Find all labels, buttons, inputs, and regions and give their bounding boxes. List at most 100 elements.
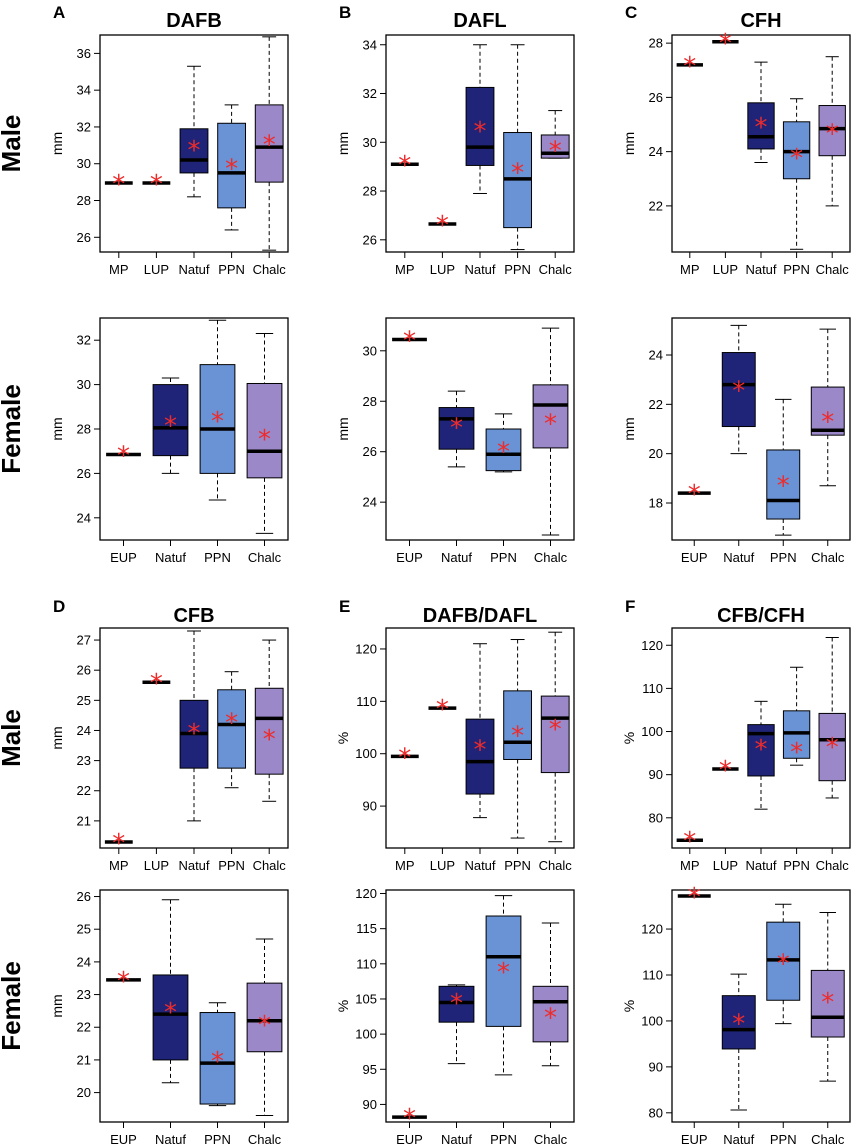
y-tick-label: 32: [77, 119, 91, 134]
y-tick-label: 21: [77, 813, 91, 828]
mean-marker-ppn: *: [790, 144, 803, 174]
x-tick-label: Natuf: [723, 1132, 754, 1147]
y-tick-label: 28: [363, 394, 377, 409]
box-ppn: [485, 428, 522, 472]
panel-c-male: 22 24 26 28 mm * MP * LUP * Natuf * PPN * Chalc CFH C: [621, 3, 851, 277]
mean-marker-chalc: *: [258, 425, 271, 455]
y-tick-label: 120: [641, 922, 663, 937]
x-tick-label: PPN: [783, 858, 810, 873]
y-tick-label: 90: [363, 1097, 377, 1112]
x-tick-label: PPN: [783, 262, 810, 277]
y-axis-title: mm: [49, 726, 65, 749]
x-tick-label: Natuf: [464, 858, 495, 873]
box-natuf: [438, 985, 475, 1023]
y-axis-title: %: [335, 732, 351, 744]
sex-label-female: Female: [0, 384, 26, 474]
y-axis-title: %: [621, 732, 637, 744]
mean-marker-ppn: *: [497, 958, 510, 988]
mean-marker-natuf: *: [474, 735, 487, 765]
box-ppn: [217, 122, 247, 209]
box-ppn: [199, 1012, 236, 1105]
box-chalc: [532, 985, 569, 1043]
panel-a-female: 24 26 28 30 32 mm * EUP * Natuf * PPN * Chalc Female: [0, 317, 289, 565]
x-tick-label: MP: [109, 858, 129, 873]
y-tick-label: 80: [649, 810, 663, 825]
y-tick-label: 23: [77, 987, 91, 1002]
y-tick-label: 100: [641, 1013, 663, 1028]
y-tick-label: 90: [649, 1059, 663, 1074]
mean-marker-ppn: *: [211, 407, 224, 437]
y-tick-label: 115: [356, 921, 377, 936]
y-tick-label: 30: [77, 377, 91, 392]
y-tick-label: 21: [77, 1052, 91, 1067]
x-tick-label: Natuf: [464, 262, 495, 277]
box-natuf: [152, 384, 189, 457]
plot-frame: [671, 889, 851, 1123]
panel-title: DAFB/DAFL: [423, 605, 537, 627]
box-natuf: [465, 86, 495, 166]
sex-label-female: Female: [0, 961, 26, 1051]
x-tick-label: PPN: [204, 1132, 231, 1147]
y-tick-label: 110: [642, 967, 663, 982]
mean-marker-natuf: *: [450, 989, 463, 1019]
y-axis-title: %: [621, 1000, 637, 1012]
x-tick-label: EUP: [110, 1132, 137, 1147]
x-tick-label: Natuf: [155, 550, 186, 565]
y-tick-label: 100: [355, 1027, 377, 1042]
x-tick-label: EUP: [396, 1132, 423, 1147]
x-tick-label: LUP: [144, 858, 169, 873]
panel-a-male: 26 28 30 32 34 36 mm * MP * LUP * Natuf * PPN * Chalc DAF…: [0, 3, 289, 277]
y-tick-label: 26: [77, 663, 91, 678]
y-tick-label: 110: [356, 956, 377, 971]
y-tick-label: 20: [77, 1085, 91, 1100]
box-chalc: [540, 695, 570, 774]
panel-e-male: 90 100 110 120% * MP * LUP * Natuf * PPN * Chalc DAFB/…: [335, 597, 575, 873]
x-tick-label: EUP: [110, 550, 137, 565]
panel-b-male: 26 28 30 32 34 mm * MP * LUP * Natuf * PPN * Chalc DAFL B: [335, 3, 575, 277]
panel-d-male: 21222324252627mm*MP*LUP*Natuf*PPN*ChalcC…: [0, 597, 289, 873]
y-tick-label: 24: [77, 723, 91, 738]
y-axis-title: mm: [621, 132, 637, 155]
x-tick-label: Chalc: [253, 858, 287, 873]
x-tick-label: PPN: [490, 1132, 517, 1147]
panel-f-male: 8090100110120%*MP*LUP*Natuf*PPN*ChalcCFB…: [621, 597, 851, 873]
mean-marker-ppn: *: [790, 738, 803, 768]
y-tick-label: 24: [363, 495, 377, 510]
box-ppn: [217, 689, 247, 769]
y-tick-label: 32: [77, 333, 91, 348]
y-tick-label: 110: [642, 681, 663, 696]
x-tick-label: PPN: [204, 550, 231, 565]
y-tick-label: 26: [77, 466, 91, 481]
x-tick-label: Chalc: [534, 550, 568, 565]
mean-marker-mp: *: [112, 170, 125, 200]
box-chalc: [254, 104, 284, 183]
box-ppn: [485, 915, 522, 1027]
x-tick-label: Natuf: [155, 1132, 186, 1147]
mean-marker-lup: *: [150, 669, 163, 699]
box-ppn: [199, 364, 236, 474]
y-tick-label: 90: [649, 767, 663, 782]
panel-title: CFB: [173, 605, 214, 627]
mean-marker-eup: *: [117, 442, 130, 472]
x-tick-label: Natuf: [178, 262, 209, 277]
mean-marker-ppn: *: [511, 159, 524, 189]
panel-title: CFH: [740, 10, 781, 32]
mean-marker-natuf: *: [450, 413, 463, 443]
x-tick-label: PPN: [218, 262, 245, 277]
y-tick-label: 36: [77, 46, 91, 61]
y-tick-label: 22: [77, 1020, 91, 1035]
y-tick-label: 26: [363, 232, 377, 247]
y-tick-label: 80: [649, 1105, 663, 1120]
x-tick-label: Natuf: [178, 858, 209, 873]
y-tick-label: 30: [77, 156, 91, 171]
mean-marker-chalc: *: [549, 137, 562, 167]
y-tick-label: 22: [649, 397, 663, 412]
y-tick-label: 27: [77, 633, 91, 648]
y-tick-label: 34: [77, 83, 91, 98]
x-tick-label: LUP: [713, 858, 738, 873]
mean-marker-mp: *: [683, 827, 696, 857]
y-tick-label: 26: [77, 230, 91, 245]
panel-title: CFB/CFH: [717, 605, 805, 627]
y-tick-label: 95: [363, 1062, 377, 1077]
